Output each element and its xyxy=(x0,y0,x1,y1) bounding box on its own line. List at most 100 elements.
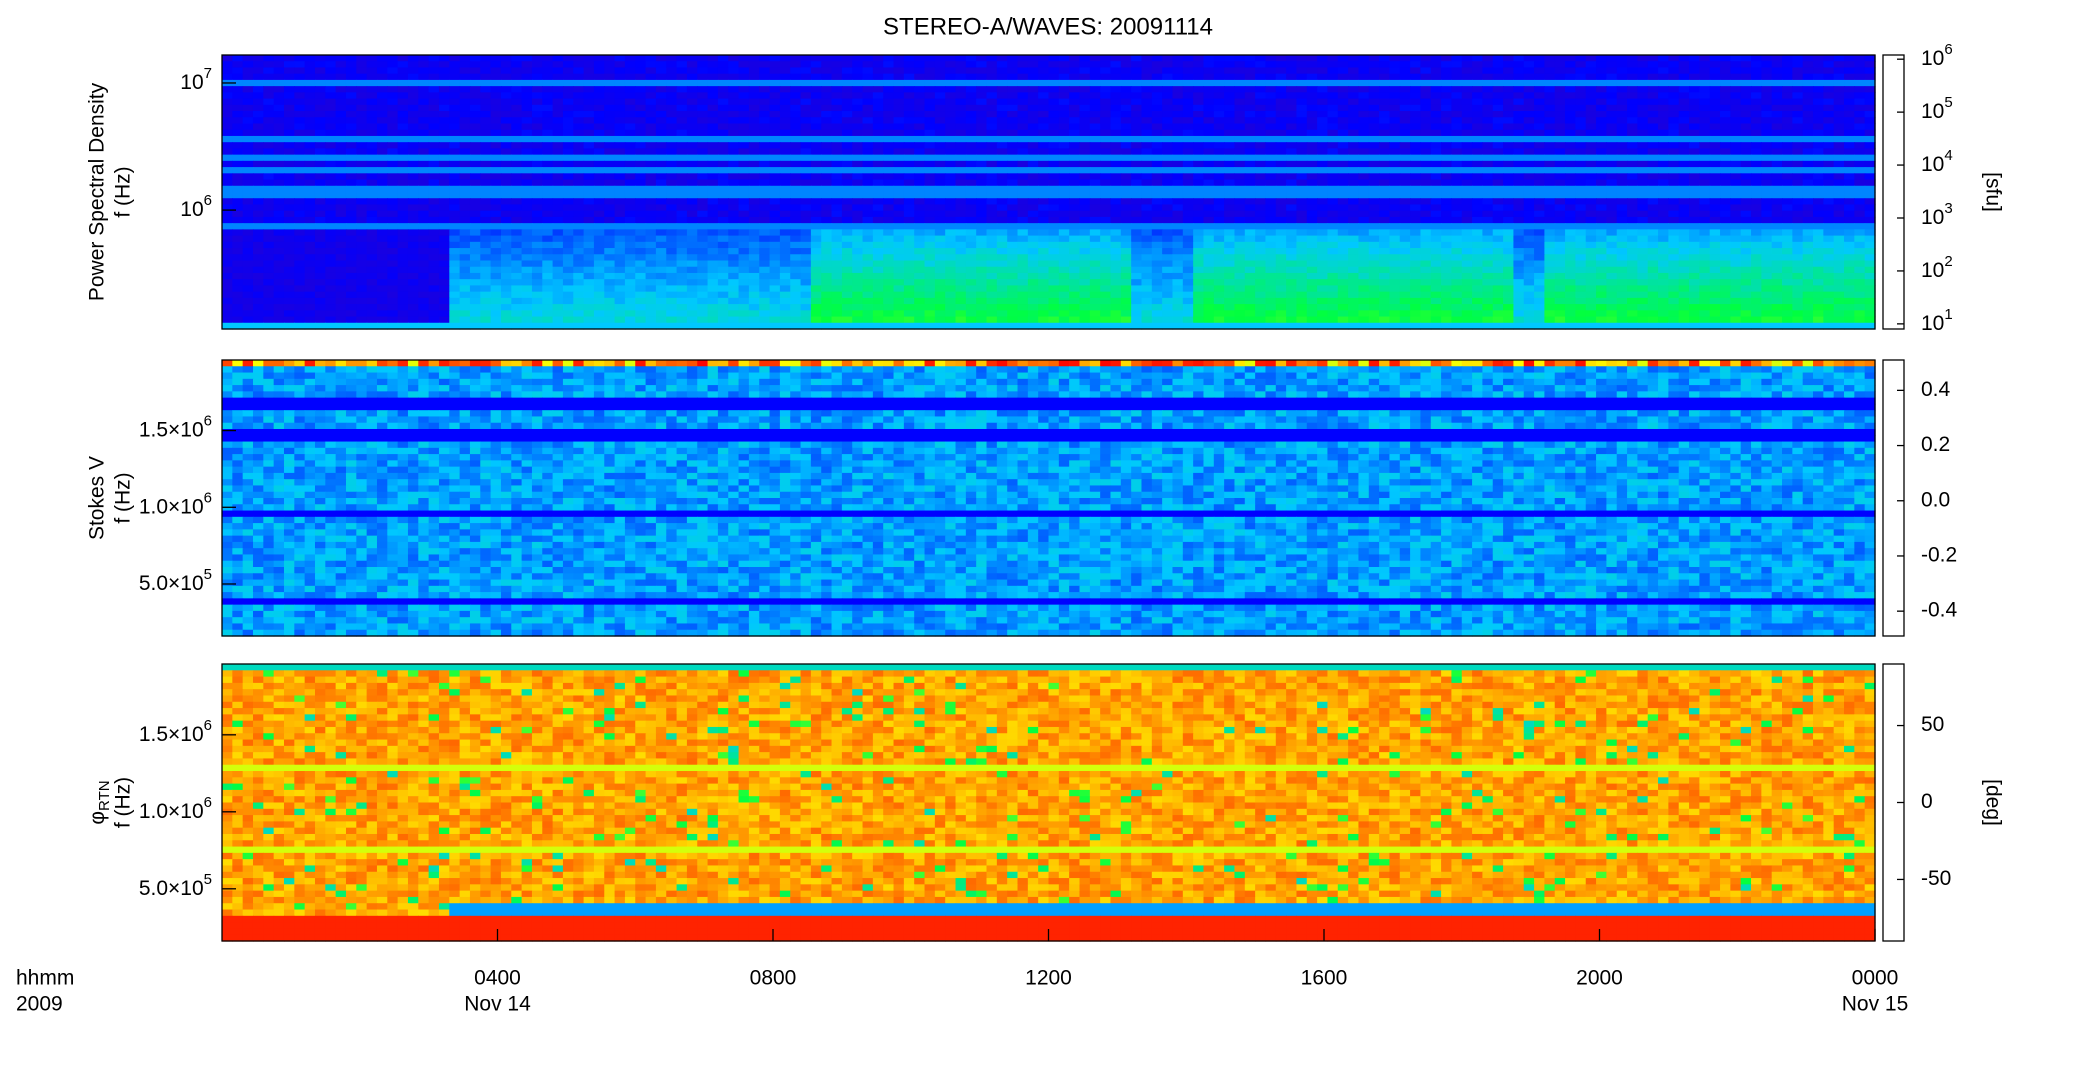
spectrogram-cell xyxy=(1368,98,1380,106)
spectrogram-cell xyxy=(1203,55,1215,62)
spectrogram-cell xyxy=(1213,192,1225,199)
spectrogram-cell xyxy=(1503,241,1515,249)
spectrogram-cell xyxy=(1007,142,1019,150)
spectrogram-cell xyxy=(542,61,554,69)
spectrogram-cell xyxy=(1585,192,1597,199)
spectrogram-cell xyxy=(1730,192,1742,199)
spectrogram-cell xyxy=(1616,142,1628,150)
spectrogram-cell xyxy=(624,123,636,131)
spectrogram-cell xyxy=(955,148,967,156)
spectrogram-cell xyxy=(1647,73,1659,81)
spectrogram-cell xyxy=(1854,92,1866,100)
spectrogram-cell xyxy=(1348,86,1360,93)
spectrogram-cell xyxy=(1482,160,1494,168)
spectrogram-cell xyxy=(1234,123,1246,131)
spectrogram-cell xyxy=(1286,198,1298,206)
spectrogram-cell xyxy=(1038,210,1050,218)
spectrogram-cell xyxy=(759,154,771,162)
spectrogram-cell xyxy=(314,129,326,137)
spectrogram-cell xyxy=(1844,73,1855,81)
spectrogram-cell xyxy=(1699,185,1711,193)
spectrogram-cell xyxy=(1255,179,1267,187)
spectrogram-cell xyxy=(1771,104,1783,112)
spectrogram-cell xyxy=(325,86,337,93)
spectrogram-cell xyxy=(252,185,264,193)
spectrogram-cell xyxy=(1213,210,1225,218)
spectrogram-cell xyxy=(1689,223,1700,230)
spectrogram-cell xyxy=(1327,154,1339,162)
spectrogram-cell xyxy=(1048,154,1060,162)
spectrogram-cell xyxy=(686,204,698,212)
spectrogram-cell xyxy=(635,185,647,193)
spectrogram-cell xyxy=(335,73,347,81)
spectrogram-cell xyxy=(852,123,864,131)
spectrogram-cell xyxy=(1327,204,1339,212)
spectrogram-cell xyxy=(1399,142,1411,150)
spectrogram-cell xyxy=(717,79,729,87)
spectrogram-cell xyxy=(1534,123,1545,131)
spectrogram-cell xyxy=(1451,142,1463,150)
spectrogram-cell xyxy=(1761,198,1773,206)
spectrogram-cell xyxy=(1120,179,1132,187)
spectrogram-cell xyxy=(1275,192,1287,199)
spectrogram-cell xyxy=(1585,167,1597,174)
spectrogram-cell xyxy=(1048,55,1060,62)
spectrogram-cell xyxy=(934,204,946,212)
spectrogram-cell xyxy=(1637,160,1649,168)
spectrogram-cell xyxy=(418,154,430,162)
spectrogram-cell xyxy=(242,248,254,255)
spectrogram-cell xyxy=(387,92,399,100)
spectrogram-cell xyxy=(707,86,719,93)
spectrogram-cell xyxy=(459,167,471,174)
spectrogram-cell xyxy=(222,210,233,218)
spectrogram-cell xyxy=(304,117,316,125)
spectrogram-cell xyxy=(759,216,771,224)
spectrogram-cell xyxy=(1709,241,1721,249)
spectrogram-cell xyxy=(449,154,461,162)
spectrogram-cell xyxy=(542,160,554,168)
spectrogram-cell xyxy=(1823,123,1835,131)
spectrogram-cell xyxy=(459,160,471,168)
spectrogram-cell xyxy=(624,117,636,125)
spectrogram-cell xyxy=(976,192,988,199)
spectrogram-cell xyxy=(1275,61,1287,69)
spectrogram-cell xyxy=(1348,135,1360,143)
spectrogram-cell xyxy=(655,73,667,81)
spectrogram-cell xyxy=(1802,154,1814,162)
spectrogram-cell xyxy=(1627,216,1638,224)
spectrogram-cell xyxy=(1596,104,1607,112)
spectrogram-cell xyxy=(1575,160,1587,168)
spectrogram-cell xyxy=(831,241,843,249)
spectrogram-cell xyxy=(1379,210,1391,218)
spectrogram-cell xyxy=(986,142,998,150)
spectrogram-cell xyxy=(1389,198,1401,206)
spectrogram-cell xyxy=(521,92,533,100)
spectrogram-cell xyxy=(387,235,399,243)
spectrogram-cell xyxy=(1699,129,1711,137)
spectrogram-cell xyxy=(676,241,688,249)
spectrogram-cell xyxy=(1585,148,1597,156)
spectrogram-cell xyxy=(573,167,585,174)
spectrogram-cell xyxy=(1699,223,1711,230)
spectrogram-cell xyxy=(449,73,461,81)
spectrogram-cell xyxy=(872,135,884,143)
spectrogram-cell xyxy=(1027,167,1039,174)
spectrogram-cell xyxy=(707,123,719,131)
spectrogram-cell xyxy=(976,142,988,150)
spectrogram-cell xyxy=(1275,129,1287,137)
spectrogram-cell xyxy=(1017,104,1029,112)
spectrogram-cell xyxy=(1110,92,1122,100)
spectrogram-cell xyxy=(1637,192,1649,199)
spectrogram-cell xyxy=(521,55,533,62)
spectrogram-cell xyxy=(996,79,1008,87)
spectrogram-cell xyxy=(1265,55,1277,62)
spectrogram-cell xyxy=(573,154,585,162)
spectrogram-cell xyxy=(676,135,688,143)
spectrogram-cell xyxy=(1844,198,1855,206)
spectrogram-cell xyxy=(1017,111,1029,118)
spectrogram-cell xyxy=(366,223,378,230)
spectrogram-cell xyxy=(1472,67,1484,75)
spectrogram-cell xyxy=(366,142,378,150)
spectrogram-cell xyxy=(283,79,295,87)
spectrogram-cell xyxy=(1193,204,1205,212)
